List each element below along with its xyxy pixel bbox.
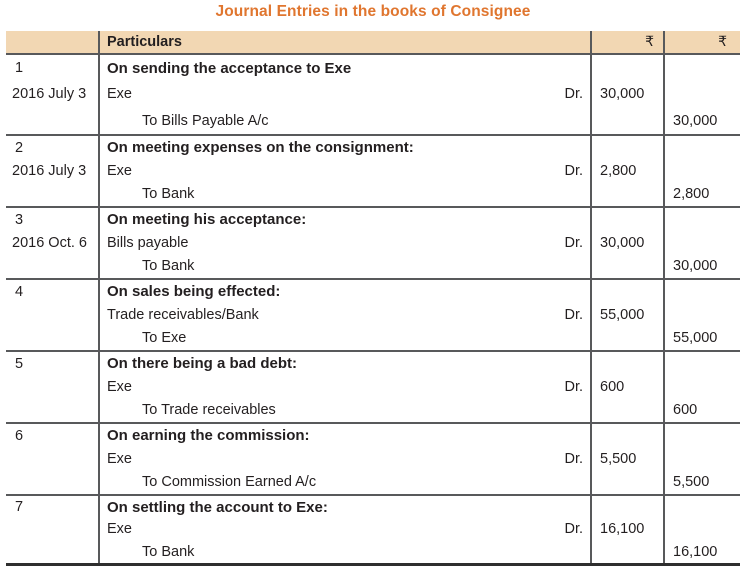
entry-number: 7 xyxy=(15,499,24,516)
entry-number: 4 xyxy=(15,283,24,300)
entry-ref-column: 6 xyxy=(6,424,98,494)
debit-amount-column: 16,100 xyxy=(590,496,663,563)
dr-label: Dr. xyxy=(564,162,583,179)
particulars-column: On sending the acceptance to Exe Exe Dr.… xyxy=(98,55,590,134)
entry-date: 2016 July 3 xyxy=(12,162,87,179)
entry-date: 2016 Oct. 6 xyxy=(12,234,87,251)
entry-date xyxy=(6,303,98,326)
journal-entry-2: 2 2016 July 3 On meeting expenses on the… xyxy=(6,136,740,208)
debit-amount-column: 30,000 xyxy=(590,55,663,134)
dr-label: Dr. xyxy=(564,378,583,395)
entry-narration: On settling the account to Exe: xyxy=(107,498,328,516)
particulars-column: On settling the account to Exe: Exe Dr. … xyxy=(98,496,590,563)
dr-label: Dr. xyxy=(564,234,583,251)
debit-amount-column: 55,000 xyxy=(590,280,663,350)
entry-number: 5 xyxy=(15,355,24,372)
credit-amount: 5,500 xyxy=(673,474,710,491)
debit-amount: 30,000 xyxy=(600,86,645,103)
journal-entry-4: 4 On sales being effected: Trade receiva… xyxy=(6,280,740,352)
debit-account: Bills payable xyxy=(107,234,189,251)
debit-amount: 30,000 xyxy=(600,234,645,251)
entry-narration: On earning the commission: xyxy=(107,427,310,445)
entry-ref-column: 7 xyxy=(6,496,98,563)
debit-account: Exe xyxy=(107,162,132,179)
credit-amount-column: 2,800 xyxy=(663,136,736,206)
entry-narration: On there being a bad debt: xyxy=(107,355,298,373)
debit-account: Exe xyxy=(107,450,132,467)
credit-amount: 30,000 xyxy=(673,112,718,129)
entry-ref-column: 3 2016 Oct. 6 xyxy=(6,208,98,278)
table-header-row: Particulars ₹ ₹ xyxy=(6,31,740,55)
particulars-column: On there being a bad debt: Exe Dr. To Tr… xyxy=(98,352,590,422)
journal-entry-1: 1 2016 July 3 On sending the acceptance … xyxy=(6,55,740,136)
journal-entries-table: Particulars ₹ ₹ 1 2016 July 3 On sending… xyxy=(6,31,740,566)
debit-amount: 55,000 xyxy=(600,306,645,323)
header-particulars: Particulars xyxy=(98,31,590,53)
credit-amount-column: 16,100 xyxy=(663,496,736,563)
credit-account: To Bank xyxy=(142,186,195,203)
debit-amount: 16,100 xyxy=(600,521,645,538)
credit-account: To Exe xyxy=(142,330,187,347)
particulars-column: On earning the commission: Exe Dr. To Co… xyxy=(98,424,590,494)
credit-amount-column: 5,500 xyxy=(663,424,736,494)
entry-ref-column: 5 xyxy=(6,352,98,422)
debit-amount-column: 600 xyxy=(590,352,663,422)
credit-amount-column: 600 xyxy=(663,352,736,422)
debit-amount: 600 xyxy=(600,378,625,395)
entry-date xyxy=(6,447,98,470)
entry-narration: On sales being effected: xyxy=(107,283,281,301)
entry-narration: On sending the acceptance to Exe xyxy=(107,59,352,77)
entry-number: 2 xyxy=(15,139,24,156)
dr-label: Dr. xyxy=(564,450,583,467)
credit-account: To Bank xyxy=(142,258,195,275)
page-title: Journal Entries in the books of Consigne… xyxy=(215,3,531,20)
credit-amount: 55,000 xyxy=(673,330,718,347)
particulars-column: On sales being effected: Trade receivabl… xyxy=(98,280,590,350)
credit-amount: 2,800 xyxy=(673,186,710,203)
debit-account: Exe xyxy=(107,86,132,103)
credit-amount: 30,000 xyxy=(673,258,718,275)
journal-entry-6: 6 On earning the commission: Exe Dr. To … xyxy=(6,424,740,496)
particulars-column: On meeting his acceptance: Bills payable… xyxy=(98,208,590,278)
entry-date xyxy=(6,375,98,398)
debit-amount-column: 2,800 xyxy=(590,136,663,206)
debit-account: Exe xyxy=(107,521,132,538)
header-blank-cell xyxy=(6,31,98,53)
credit-account: To Trade receivables xyxy=(142,402,276,419)
credit-amount: 16,100 xyxy=(673,543,718,560)
entry-ref-column: 1 2016 July 3 xyxy=(6,55,98,134)
journal-entry-7: 7 On settling the account to Exe: Exe Dr… xyxy=(6,496,740,563)
credit-account: To Bills Payable A/c xyxy=(142,112,269,129)
entry-number: 6 xyxy=(15,427,24,444)
debit-account: Trade receivables/Bank xyxy=(107,306,259,323)
credit-amount-column: 30,000 xyxy=(663,55,736,134)
credit-account: To Bank xyxy=(142,543,195,560)
debit-amount-column: 5,500 xyxy=(590,424,663,494)
debit-amount: 5,500 xyxy=(600,450,637,467)
header-credit-rupee-symbol: ₹ xyxy=(663,31,736,53)
entry-number: 1 xyxy=(15,60,24,77)
dr-label: Dr. xyxy=(564,521,583,538)
credit-amount-column: 30,000 xyxy=(663,208,736,278)
entry-number: 3 xyxy=(15,211,24,228)
journal-entry-5: 5 On there being a bad debt: Exe Dr. To … xyxy=(6,352,740,424)
debit-amount-column: 30,000 xyxy=(590,208,663,278)
debit-amount: 2,800 xyxy=(600,162,637,179)
debit-account: Exe xyxy=(107,378,132,395)
entry-narration: On meeting expenses on the consignment: xyxy=(107,139,414,157)
entry-date xyxy=(6,518,98,540)
credit-amount-column: 55,000 xyxy=(663,280,736,350)
entry-ref-column: 2 2016 July 3 xyxy=(6,136,98,206)
credit-account: To Commission Earned A/c xyxy=(142,474,317,491)
credit-amount: 600 xyxy=(673,402,698,419)
entry-date: 2016 July 3 xyxy=(12,86,87,103)
entry-ref-column: 4 xyxy=(6,280,98,350)
journal-entry-3: 3 2016 Oct. 6 On meeting his acceptance:… xyxy=(6,208,740,280)
dr-label: Dr. xyxy=(564,86,583,103)
entry-narration: On meeting his acceptance: xyxy=(107,211,307,229)
particulars-column: On meeting expenses on the consignment: … xyxy=(98,136,590,206)
dr-label: Dr. xyxy=(564,306,583,323)
header-debit-rupee-symbol: ₹ xyxy=(590,31,663,53)
